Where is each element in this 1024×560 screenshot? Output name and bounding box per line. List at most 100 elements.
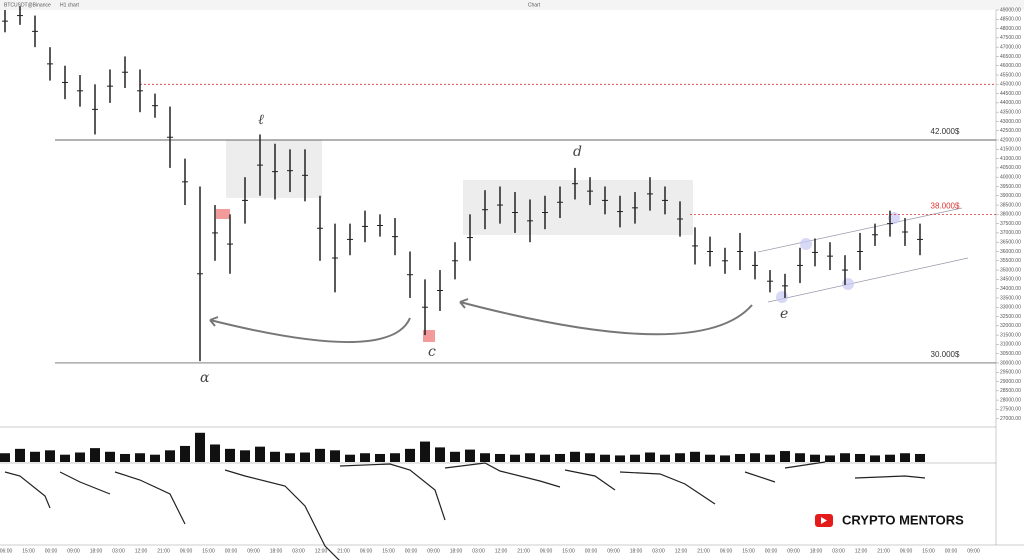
x-tick-label: 03:00 bbox=[112, 548, 125, 554]
x-tick-label: 09:00 bbox=[967, 548, 980, 554]
volume-bar bbox=[720, 455, 730, 462]
volume-bar bbox=[600, 454, 610, 462]
y-tick-label: 37000.00 bbox=[1000, 230, 1021, 236]
volume-bar bbox=[735, 453, 745, 462]
volume-bar bbox=[555, 453, 565, 462]
level-label: 30.000$ bbox=[931, 350, 960, 359]
y-tick-label: 30000.00 bbox=[1000, 360, 1021, 366]
volume-bar bbox=[465, 449, 475, 462]
volume-bar bbox=[840, 453, 850, 462]
x-tick-label: 15:00 bbox=[922, 548, 935, 554]
y-tick-label: 40500.00 bbox=[1000, 165, 1021, 171]
volume-bar bbox=[330, 450, 340, 462]
window-title: Chart bbox=[528, 2, 541, 8]
x-tick-label: 00:00 bbox=[225, 548, 238, 554]
volume-bar bbox=[525, 453, 535, 462]
x-tick-label: 09:00 bbox=[607, 548, 620, 554]
volume-bar bbox=[405, 448, 415, 462]
volume-bar bbox=[180, 445, 190, 462]
x-tick-label: 21:00 bbox=[337, 548, 350, 554]
x-tick-label: 12:00 bbox=[135, 548, 148, 554]
y-tick-label: 46500.00 bbox=[1000, 54, 1021, 60]
volume-bar bbox=[900, 453, 910, 462]
x-tick-label: 18:00 bbox=[450, 548, 463, 554]
volume-bar bbox=[120, 453, 130, 462]
x-tick-label: 12:00 bbox=[315, 548, 328, 554]
volume-bar bbox=[60, 454, 70, 462]
x-tick-label: 03:00 bbox=[832, 548, 845, 554]
volume-bar bbox=[825, 455, 835, 462]
volume-bar bbox=[195, 432, 205, 462]
y-tick-label: 45000.00 bbox=[1000, 82, 1021, 88]
y-tick-label: 40000.00 bbox=[1000, 175, 1021, 181]
level-label: 42.000$ bbox=[931, 127, 960, 136]
y-tick-label: 42500.00 bbox=[1000, 128, 1021, 134]
x-tick-label: 06:00 bbox=[900, 548, 913, 554]
volume-bar bbox=[690, 451, 700, 462]
zone bbox=[226, 140, 322, 198]
y-tick-label: 43500.00 bbox=[1000, 109, 1021, 115]
y-tick-label: 36500.00 bbox=[1000, 240, 1021, 246]
watermark: CRYPTO MENTORS bbox=[842, 512, 964, 527]
label-c: c bbox=[428, 344, 436, 360]
y-tick-label: 43000.00 bbox=[1000, 119, 1021, 125]
label-e: e bbox=[780, 306, 788, 322]
volume-bar bbox=[795, 453, 805, 462]
y-tick-label: 27000.00 bbox=[1000, 416, 1021, 422]
volume-bar bbox=[660, 454, 670, 462]
touch-points bbox=[776, 212, 900, 303]
volume-bar bbox=[645, 452, 655, 462]
interval[interactable]: H1 chart bbox=[60, 2, 80, 8]
volume-bar bbox=[225, 448, 235, 462]
y-tick-label: 47000.00 bbox=[1000, 44, 1021, 50]
label-a: α bbox=[200, 370, 210, 386]
y-tick-label: 35500.00 bbox=[1000, 258, 1021, 264]
volume-bar bbox=[870, 455, 880, 462]
volume-bar bbox=[450, 451, 460, 462]
label-b: ℓ bbox=[258, 112, 264, 128]
x-tick-label: 12:00 bbox=[675, 548, 688, 554]
y-tick-label: 28500.00 bbox=[1000, 388, 1021, 394]
volume-bar bbox=[150, 454, 160, 462]
arrow-head bbox=[209, 316, 219, 327]
volume-bar bbox=[75, 452, 85, 462]
y-tick-label: 36000.00 bbox=[1000, 249, 1021, 255]
x-tick-label: 00:00 bbox=[765, 548, 778, 554]
y-tick-label: 39500.00 bbox=[1000, 184, 1021, 190]
x-tick-label: 03:00 bbox=[652, 548, 665, 554]
toolbar bbox=[0, 0, 1024, 10]
indicator bbox=[4, 461, 926, 560]
volume-bar bbox=[570, 451, 580, 462]
y-tick-label: 37500.00 bbox=[1000, 221, 1021, 227]
y-tick-label: 29000.00 bbox=[1000, 379, 1021, 385]
x-tick-label: 09:00 bbox=[787, 548, 800, 554]
x-tick-label: 21:00 bbox=[517, 548, 530, 554]
volume-bar bbox=[375, 453, 385, 462]
volume-bar bbox=[360, 453, 370, 462]
label-d: d bbox=[573, 144, 582, 160]
y-tick-label: 28000.00 bbox=[1000, 397, 1021, 403]
x-tick-label: 00:00 bbox=[945, 548, 958, 554]
x-tick-label: 15:00 bbox=[562, 548, 575, 554]
x-tick-label: 15:00 bbox=[202, 548, 215, 554]
volume-bar bbox=[495, 453, 505, 462]
volume-bar bbox=[390, 453, 400, 462]
x-tick-label: 12:00 bbox=[855, 548, 868, 554]
y-tick-label: 27500.00 bbox=[1000, 407, 1021, 413]
x-tick-label: 18:00 bbox=[810, 548, 823, 554]
volume-bar bbox=[780, 451, 790, 462]
volume-bar bbox=[255, 446, 265, 462]
x-tick-label: 03:00 bbox=[292, 548, 305, 554]
x-tick-label: 09:00 bbox=[247, 548, 260, 554]
y-tick-label: 45500.00 bbox=[1000, 72, 1021, 78]
x-tick-label: 21:00 bbox=[157, 548, 170, 554]
volume-bar bbox=[270, 451, 280, 462]
x-tick-label: 09:00 bbox=[67, 548, 80, 554]
x-tick-label: 15:00 bbox=[22, 548, 35, 554]
y-tick-label: 42000.00 bbox=[1000, 137, 1021, 143]
x-tick-label: 00:00 bbox=[405, 548, 418, 554]
volume-bar bbox=[765, 454, 775, 462]
level-label: 38.000$ bbox=[931, 201, 960, 210]
